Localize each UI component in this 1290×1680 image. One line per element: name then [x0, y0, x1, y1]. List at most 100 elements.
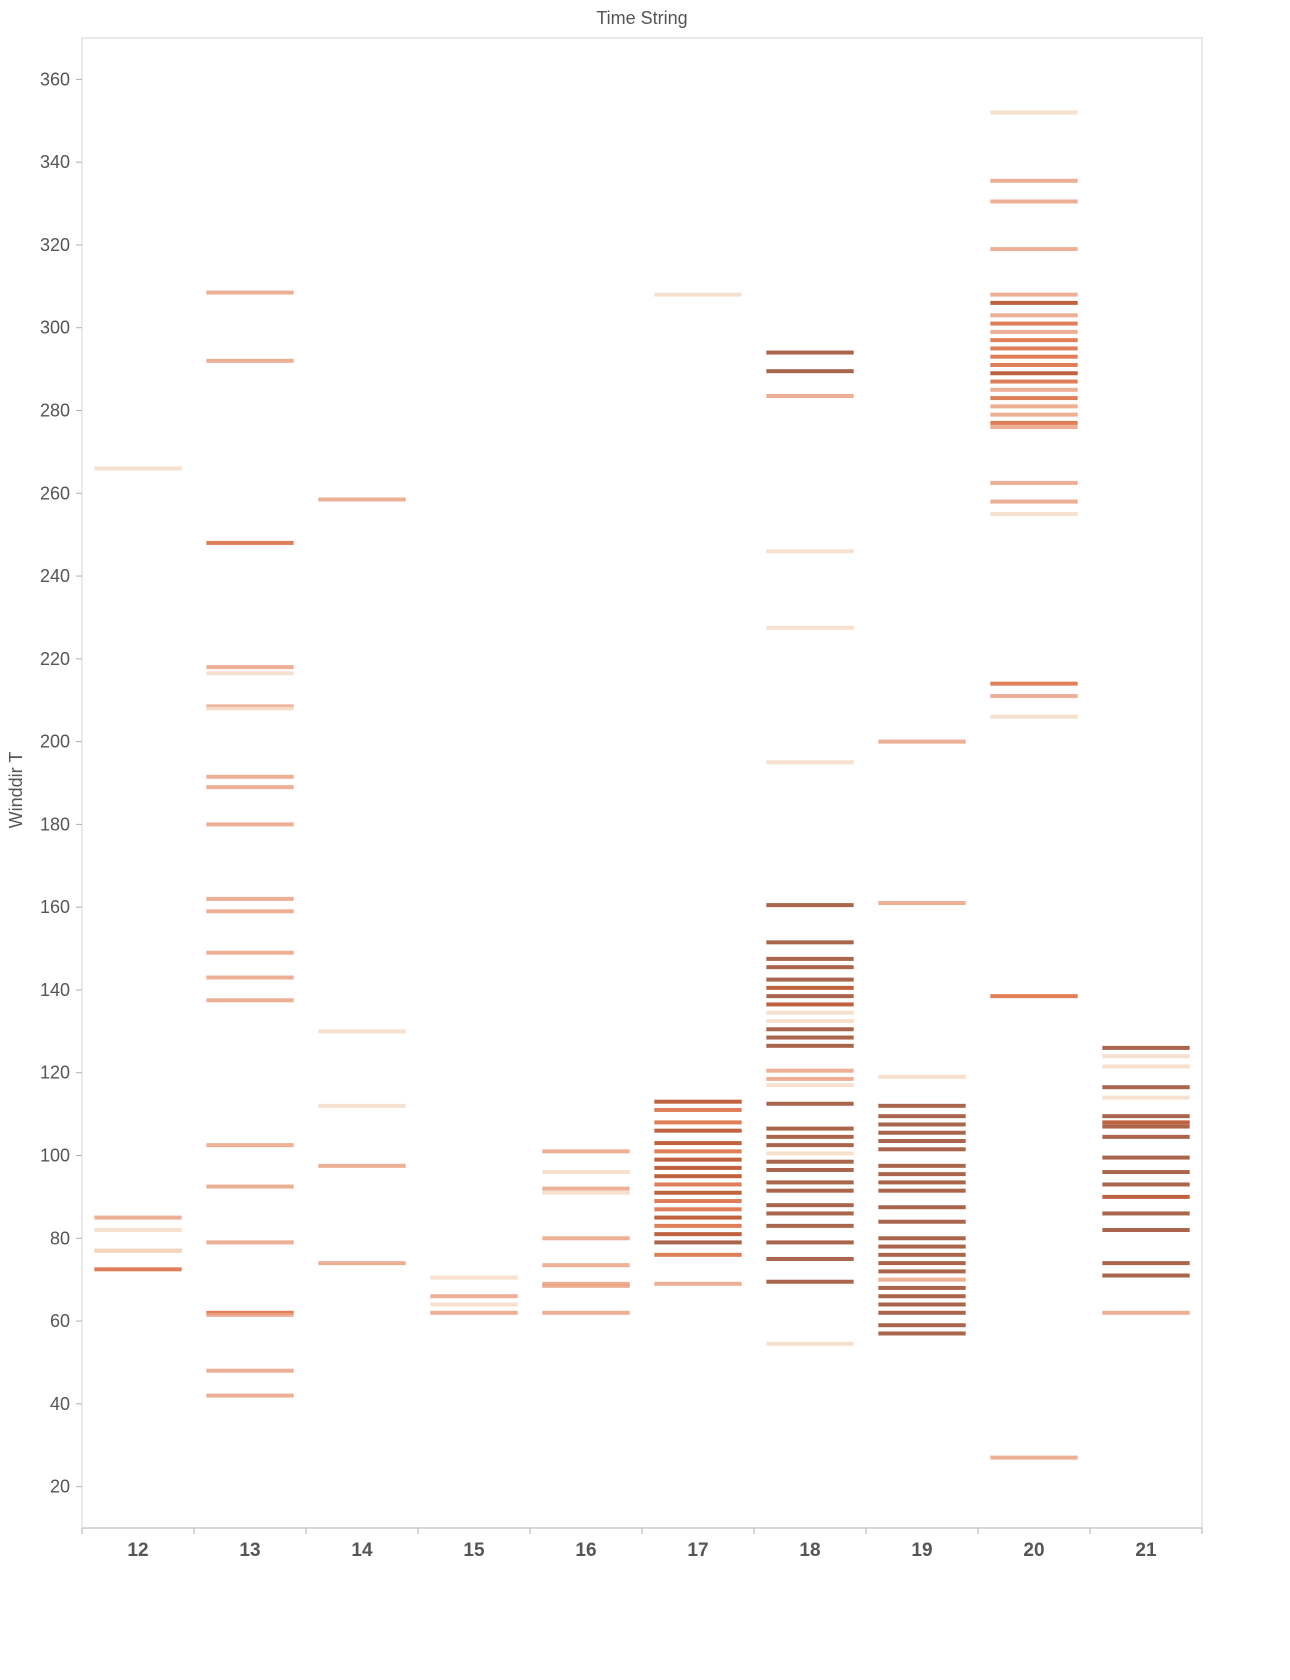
strip-mark: [542, 1283, 630, 1288]
strip-mark: [878, 1180, 966, 1185]
strip-mark: [878, 1114, 966, 1119]
strip-mark: [878, 1294, 966, 1299]
strip-mark: [766, 1188, 854, 1193]
strip-mark: [206, 950, 294, 955]
strip-mark: [206, 1312, 294, 1317]
strip-mark: [206, 975, 294, 980]
strip-mark: [766, 1151, 854, 1156]
strip-mark: [766, 1126, 854, 1131]
strip-mark: [766, 977, 854, 982]
strip-mark: [766, 1341, 854, 1346]
strip-mark: [206, 665, 294, 670]
strip-mark: [766, 394, 854, 399]
strip-mark: [766, 350, 854, 355]
strip-mark: [990, 1455, 1078, 1460]
strip-mark: [766, 1159, 854, 1164]
strip-mark: [654, 1232, 742, 1237]
y-axis: 20 40 60 80 100 120 140 160 180 200 220 240 260 280 30…: [40, 69, 82, 1497]
strip-mark: [878, 1172, 966, 1177]
strip-mark: [990, 694, 1078, 699]
strip-mark: [990, 354, 1078, 359]
strip-mark: [206, 1310, 294, 1315]
strip-mark: [766, 994, 854, 999]
strip-mark: [766, 1279, 854, 1284]
strip-mark: [878, 1277, 966, 1282]
x-tick-label: 19: [911, 1540, 932, 1561]
strip-mark: [990, 480, 1078, 485]
strip-column: [206, 290, 294, 1398]
strip-mark: [206, 896, 294, 901]
strip-mark: [766, 1134, 854, 1139]
strip-mark: [990, 404, 1078, 409]
strip-mark: [206, 290, 294, 295]
strip-mark: [654, 1141, 742, 1146]
strip-mark: [1102, 1273, 1190, 1278]
strip-mark: [206, 1240, 294, 1245]
strip-mark: [990, 247, 1078, 252]
strip-mark: [430, 1275, 518, 1280]
strip-mark: [654, 1099, 742, 1104]
strip-column: [654, 292, 742, 1286]
strip-mark: [990, 362, 1078, 367]
strip-mark: [1102, 1045, 1190, 1050]
strip-mark: [878, 1244, 966, 1249]
strip-mark: [766, 1101, 854, 1106]
y-tick-label: 40: [50, 1394, 70, 1414]
strip-mark: [766, 985, 854, 990]
strip-mark: [878, 1122, 966, 1127]
strip-mark: [318, 1163, 406, 1168]
strip-mark: [878, 1163, 966, 1168]
strip-column: [542, 1149, 630, 1315]
y-tick-label: 260: [40, 483, 70, 503]
strip-mark: [990, 425, 1078, 430]
strip-mark: [878, 1139, 966, 1144]
strip-mark: [766, 1223, 854, 1228]
x-tick-label: 18: [799, 1540, 820, 1561]
strip-mark: [766, 1027, 854, 1032]
strip-mark: [206, 1393, 294, 1398]
plot-area: [81, 37, 1203, 1529]
chart-title: Time String: [596, 8, 687, 28]
strip-column: [1102, 1045, 1190, 1315]
strip-mark: [878, 1285, 966, 1290]
strip-mark: [990, 178, 1078, 183]
strip-mark: [206, 540, 294, 545]
x-tick-label: 14: [351, 1540, 373, 1561]
strip-mark: [766, 1068, 854, 1073]
strip-mark: [206, 358, 294, 363]
strip-mark: [654, 1252, 742, 1257]
y-tick-label: 20: [50, 1477, 70, 1497]
strip-mark: [878, 1269, 966, 1274]
strip-mark: [94, 1248, 182, 1253]
strip-mark: [654, 1128, 742, 1133]
strip-mark: [206, 998, 294, 1003]
strip-mark: [654, 1240, 742, 1245]
strip-mark: [654, 1190, 742, 1195]
strip-mark: [878, 1236, 966, 1241]
y-tick-label: 80: [50, 1228, 70, 1248]
strip-mark: [654, 1120, 742, 1125]
x-tick-label: 13: [239, 1540, 260, 1561]
strip-mark: [766, 903, 854, 908]
y-tick-label: 240: [40, 566, 70, 586]
strip-mark: [878, 1074, 966, 1079]
strip-mark: [94, 1215, 182, 1220]
strip-mark: [990, 994, 1078, 999]
strip-mark: [990, 313, 1078, 318]
strip-mark: [878, 1323, 966, 1328]
strip-mark: [990, 714, 1078, 719]
strip-mark: [878, 1188, 966, 1193]
strip-mark: [766, 625, 854, 630]
strip-mark: [766, 1018, 854, 1023]
strip-mark: [766, 1180, 854, 1185]
strip-mark: [430, 1294, 518, 1299]
strip-mark: [654, 1223, 742, 1228]
strip-column: [878, 739, 966, 1336]
strip-mark: [318, 497, 406, 502]
strip-mark: [1102, 1228, 1190, 1232]
strip-column: [94, 466, 182, 1272]
strip-mark: [878, 1205, 966, 1210]
strip-mark: [654, 1207, 742, 1212]
strip-mark: [766, 1167, 854, 1172]
strip-mark: [766, 1143, 854, 1148]
